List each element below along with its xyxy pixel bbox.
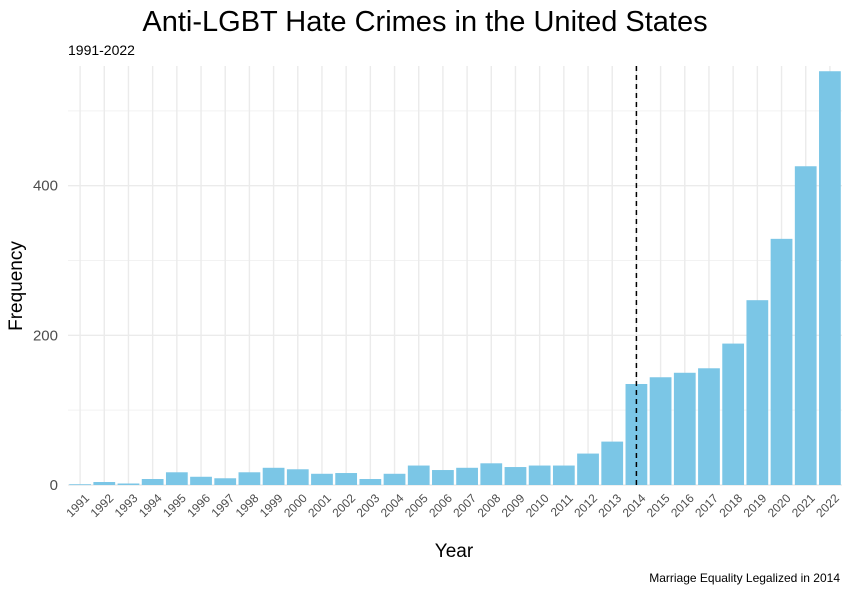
bar-2011 — [552, 465, 575, 485]
bar-2007 — [456, 467, 478, 485]
bar-1991 — [69, 484, 91, 486]
y-axis-ticks: 0 200 400 — [33, 178, 58, 494]
x-tick-label: 1998 — [233, 491, 262, 520]
x-tick-label: 1994 — [136, 491, 165, 520]
x-tick-label: 2004 — [378, 491, 407, 520]
bar-2016 — [673, 372, 696, 485]
x-tick-label: 2011 — [548, 491, 576, 519]
x-tick-label: 2021 — [789, 491, 818, 520]
bar-1999 — [262, 467, 285, 485]
x-tick-label: 2020 — [765, 491, 794, 520]
bar-2000 — [286, 469, 309, 485]
x-tick-label: 2001 — [305, 491, 334, 520]
bar-2022 — [819, 71, 841, 486]
x-tick-label: 2000 — [281, 491, 310, 520]
x-tick-label: 2014 — [620, 491, 649, 520]
chart-title: Anti-LGBT Hate Crimes in the United Stat… — [142, 6, 707, 38]
x-tick-label: 2015 — [644, 491, 673, 520]
bar-2012 — [577, 453, 599, 485]
x-tick-label: 2007 — [450, 491, 479, 520]
bar-1995 — [165, 472, 188, 485]
x-tick-label: 2010 — [523, 491, 552, 520]
y-tick-label: 400 — [33, 178, 58, 195]
x-tick-label: 1997 — [208, 491, 237, 520]
x-tick-label: 1993 — [112, 491, 141, 520]
bar-2001 — [311, 473, 333, 485]
bar-1994 — [141, 479, 164, 485]
x-tick-label: 2013 — [595, 491, 624, 520]
bar-2003 — [359, 479, 382, 485]
y-tick-label: 200 — [33, 327, 58, 344]
bar-2006 — [432, 470, 454, 485]
bar-2014 — [625, 383, 648, 485]
bar-1993 — [117, 483, 140, 485]
bar-1992 — [93, 482, 116, 485]
chart-subtitle: 1991-2022 — [68, 42, 135, 58]
bar-2004 — [383, 473, 406, 485]
x-tick-label: 2002 — [329, 491, 358, 520]
bar-2021 — [794, 166, 817, 485]
bars — [69, 71, 841, 486]
x-tick-label: 2016 — [668, 491, 697, 520]
x-tick-label: 2017 — [692, 491, 721, 520]
y-axis-title: Frequency — [6, 241, 27, 331]
x-tick-label: 1999 — [257, 491, 286, 520]
bar-2018 — [722, 343, 745, 485]
x-tick-label: 2018 — [716, 491, 745, 520]
bar-1998 — [238, 472, 261, 485]
x-tick-label: 1996 — [184, 491, 213, 520]
bar-1997 — [214, 478, 237, 485]
bar-1996 — [190, 476, 212, 485]
x-tick-label: 2022 — [813, 491, 842, 520]
x-tick-label: 1995 — [160, 491, 189, 520]
x-tick-label: 2009 — [499, 491, 528, 520]
chart-caption: Marriage Equality Legalized in 2014 — [649, 571, 840, 585]
bar-2002 — [335, 473, 358, 485]
bar-2020 — [770, 238, 793, 485]
bar-2008 — [480, 463, 503, 485]
x-tick-label: 2012 — [571, 491, 600, 520]
bar-2010 — [528, 465, 551, 485]
x-tick-label: 1991 — [63, 491, 92, 520]
bar-2005 — [407, 465, 430, 485]
x-tick-label: 1992 — [88, 491, 117, 520]
x-axis-ticks: 1991199219931994199519961997199819992000… — [63, 491, 842, 520]
x-tick-label: 2006 — [426, 491, 455, 520]
y-tick-label: 0 — [50, 477, 58, 494]
x-tick-label: 2019 — [741, 491, 770, 520]
x-tick-label: 2003 — [354, 491, 383, 520]
x-axis-title: Year — [435, 541, 474, 562]
bar-2019 — [746, 300, 769, 485]
bar-2013 — [601, 441, 624, 485]
x-tick-label: 2005 — [402, 491, 431, 520]
bar-2017 — [698, 368, 720, 485]
bar-2009 — [504, 467, 527, 485]
bar-2015 — [649, 377, 672, 485]
x-tick-label: 2008 — [475, 491, 504, 520]
